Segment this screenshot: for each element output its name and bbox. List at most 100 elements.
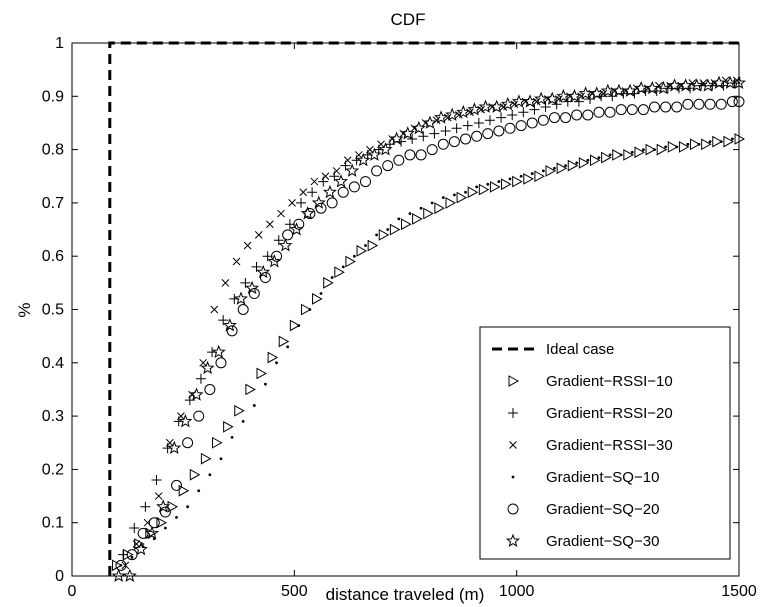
- data-point-circle: [548, 112, 560, 124]
- data-point-x-shape: [199, 358, 208, 367]
- data-point-triangle-right: [401, 218, 412, 231]
- data-point-x: [366, 145, 374, 154]
- data-point-dot-shape: [730, 137, 734, 141]
- data-point-triangle-right: [512, 175, 523, 188]
- data-point-x-shape: [121, 561, 130, 570]
- data-point-plus-shape: [307, 187, 318, 198]
- data-point-dot-shape: [275, 361, 278, 365]
- data-point-star: [511, 94, 526, 108]
- data-point-star-shape: [445, 107, 460, 121]
- data-point-triangle-right-shape: [312, 292, 323, 305]
- data-point-circle-shape: [537, 114, 549, 126]
- data-point-star: [378, 142, 393, 156]
- data-point-triangle-right-shape: [189, 468, 201, 481]
- data-point-triangle-right-shape: [556, 162, 568, 175]
- data-point-dot-shape: [630, 150, 634, 154]
- data-point-dot: [375, 233, 378, 237]
- data-point-x-shape: [154, 492, 163, 500]
- data-point-plus: [429, 128, 440, 139]
- data-point-star: [545, 91, 560, 105]
- data-point-triangle-right-shape: [323, 277, 334, 289]
- data-point-dot-shape: [219, 457, 223, 461]
- data-point-star-shape: [145, 525, 160, 540]
- data-point-circle: [593, 106, 605, 118]
- data-point-x: [232, 257, 241, 266]
- data-point-star-shape: [545, 91, 560, 105]
- data-point-triangle-right: [712, 135, 723, 148]
- data-point-triangle-right-shape: [456, 191, 468, 204]
- data-point-star-shape: [700, 78, 715, 92]
- legend-swatch-plus-shape: [508, 408, 518, 418]
- data-point-star-shape: [556, 88, 571, 103]
- data-point-triangle-right: [200, 452, 212, 465]
- data-point-circle: [371, 165, 383, 177]
- data-point-star: [500, 96, 515, 111]
- data-point-star: [711, 75, 727, 89]
- data-point-dot-shape: [519, 174, 523, 178]
- data-point-star-shape: [611, 83, 626, 97]
- data-point-dot-shape: [553, 166, 556, 170]
- data-point-plus-shape: [507, 109, 518, 120]
- data-point-dot: [130, 555, 134, 559]
- data-point-dot: [241, 420, 245, 423]
- data-point-circle: [471, 130, 483, 142]
- data-point-circle-shape: [726, 96, 738, 108]
- data-point-dot: [719, 140, 723, 144]
- y-axis-label: %: [15, 302, 34, 317]
- data-point-circle-shape: [426, 144, 438, 156]
- data-point-dot: [419, 206, 423, 210]
- data-point-dot: [530, 172, 534, 175]
- data-point-triangle-right-shape: [356, 245, 368, 257]
- data-point-dot-shape: [175, 515, 178, 519]
- data-point-star-shape: [678, 78, 693, 92]
- data-point-circle-shape: [226, 325, 238, 337]
- data-point-circle-shape: [733, 96, 745, 108]
- data-point-plus-shape: [140, 501, 151, 512]
- data-point-star-shape: [667, 78, 682, 92]
- data-point-circle-shape: [170, 479, 182, 491]
- data-point-star-shape: [245, 280, 260, 295]
- data-point-star-shape: [589, 86, 604, 100]
- data-point-circle-shape: [649, 101, 661, 113]
- legend-swatch-star: [505, 533, 521, 547]
- data-point-star: [422, 115, 437, 129]
- data-point-star-shape: [623, 83, 638, 97]
- data-point-circle-shape: [493, 125, 505, 137]
- data-point-star-shape: [345, 163, 360, 177]
- legend-label: Gradient−SQ−30: [546, 533, 659, 550]
- data-point-star: [300, 206, 315, 220]
- data-point-dot: [619, 153, 623, 157]
- data-point-triangle-right-shape: [734, 133, 746, 145]
- data-point-circle: [204, 383, 216, 395]
- data-point-triangle-right: [678, 141, 690, 153]
- data-point-star: [311, 195, 326, 209]
- data-point-dot-shape: [341, 265, 345, 269]
- y-tick-label: 0.9: [42, 88, 64, 105]
- data-point-x-shape: [266, 220, 274, 229]
- data-point-triangle-right: [178, 484, 190, 497]
- axis-layer: 0 500 1000 1500 0 0.1 0.2 0.3 0.4 0.5 0.6 0.7 0.8 0.9…: [42, 35, 757, 600]
- data-point-x-shape: [354, 151, 363, 159]
- data-point-triangle-right-shape: [690, 138, 701, 151]
- data-point-plus: [518, 107, 529, 118]
- data-point-star: [700, 78, 715, 92]
- data-point-dot: [397, 217, 401, 221]
- legend: Ideal case Gradient−RSSI−10 Gradient−RSSI−…: [479, 326, 731, 560]
- data-point-triangle-right-shape: [234, 404, 245, 417]
- y-tick-label: 0.8: [42, 142, 64, 159]
- data-point-triangle-right-shape: [567, 159, 579, 172]
- data-point-x-shape: [254, 231, 263, 239]
- data-point-dot: [208, 473, 212, 477]
- data-point-dot-shape: [241, 420, 245, 423]
- data-point-x: [343, 156, 352, 165]
- data-point-triangle-right: [701, 138, 712, 151]
- data-point-plus: [496, 112, 507, 123]
- data-point-dot-shape: [386, 228, 390, 231]
- data-point-dot: [364, 244, 367, 247]
- data-point-circle-shape: [582, 109, 594, 121]
- data-point-plus: [451, 123, 462, 134]
- data-point-star: [689, 78, 704, 92]
- data-point-triangle-right-shape: [245, 383, 256, 396]
- data-point-x: [177, 412, 185, 420]
